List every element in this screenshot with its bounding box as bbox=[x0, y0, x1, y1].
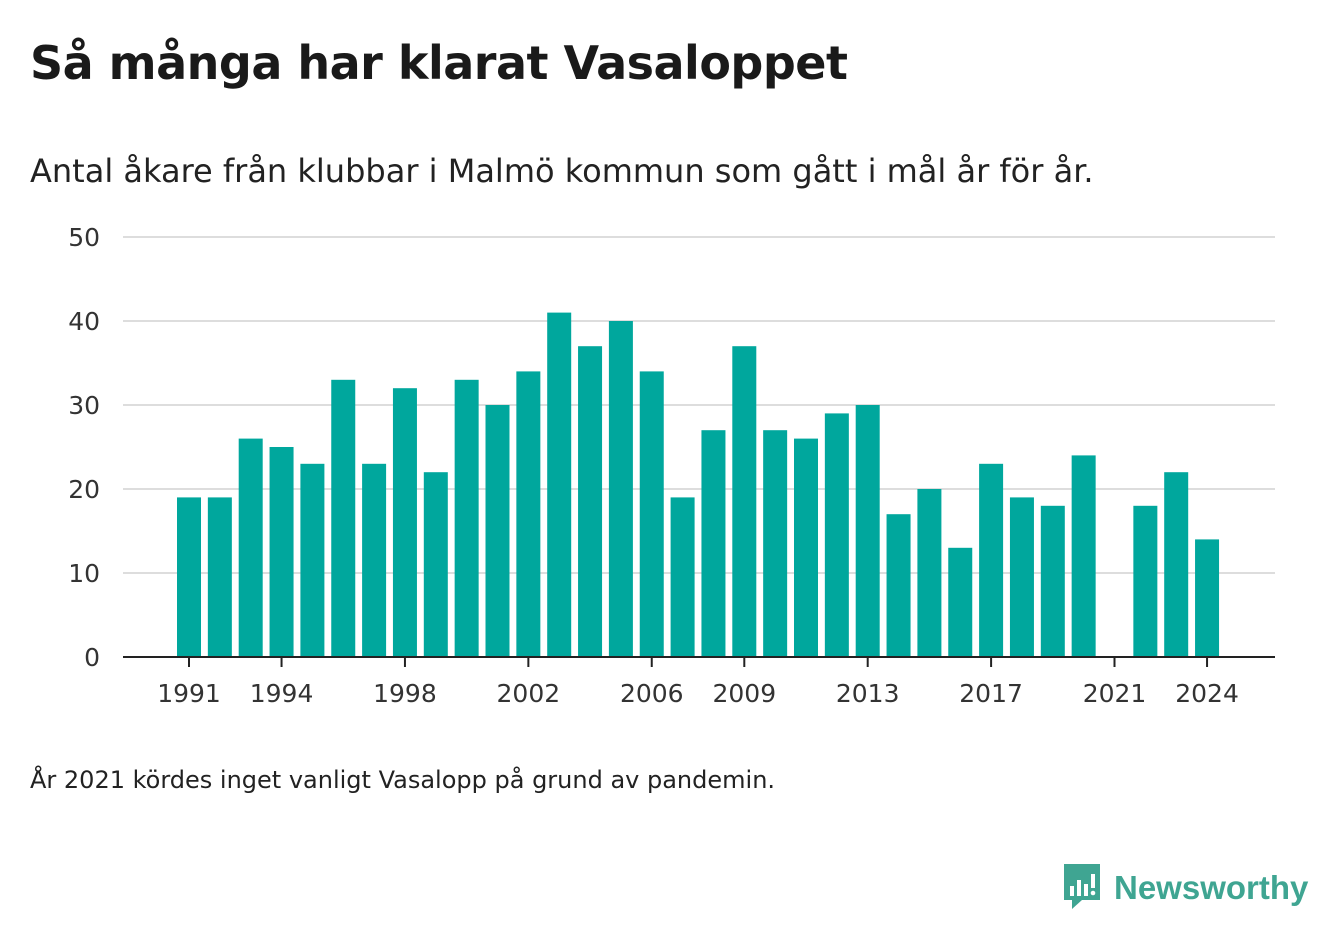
bar-1997 bbox=[362, 463, 387, 657]
chart-title: Så många har klarat Vasaloppet bbox=[30, 36, 848, 90]
bar-2024 bbox=[1195, 539, 1220, 657]
x-tick-label: 2021 bbox=[1083, 679, 1147, 708]
bar-2023 bbox=[1164, 472, 1189, 657]
bar-2022 bbox=[1133, 505, 1158, 657]
bar-2005 bbox=[608, 321, 633, 657]
bar-1995 bbox=[300, 463, 325, 657]
bar-2010 bbox=[763, 430, 788, 657]
x-tick-label: 1998 bbox=[373, 679, 437, 708]
y-tick-label: 30 bbox=[68, 391, 100, 420]
bar-1993 bbox=[238, 438, 263, 657]
bar-2013 bbox=[855, 405, 880, 657]
bar-2020 bbox=[1071, 455, 1096, 657]
bar-2008 bbox=[701, 430, 726, 657]
bar-2003 bbox=[547, 312, 572, 657]
chart-subtitle: Antal åkare från klubbar i Malmö kommun … bbox=[30, 152, 1094, 190]
y-tick-label: 50 bbox=[68, 223, 100, 252]
bar-1994 bbox=[269, 447, 294, 657]
bars bbox=[177, 312, 1220, 657]
bar-2001 bbox=[485, 405, 510, 657]
x-tick-label: 1994 bbox=[250, 679, 314, 708]
x-tick-label: 2017 bbox=[959, 679, 1023, 708]
bar-chart: 1991 1994 1998 2002 2006 2009 2013 2017 2021 2024… bbox=[68, 223, 1275, 708]
bar-2012 bbox=[824, 413, 849, 657]
brand-logo[interactable]: Newsworthy bbox=[1062, 862, 1308, 914]
bar-2002 bbox=[516, 371, 541, 657]
x-tick-label: 2006 bbox=[620, 679, 684, 708]
bar-2000 bbox=[454, 379, 479, 657]
bar-2018 bbox=[1009, 497, 1034, 657]
x-tick-label: 1991 bbox=[157, 679, 221, 708]
bar-1999 bbox=[423, 472, 448, 657]
bar-2019 bbox=[1040, 505, 1065, 657]
x-tick-label: 2009 bbox=[712, 679, 776, 708]
brand-name: Newsworthy bbox=[1114, 869, 1309, 906]
bar-2007 bbox=[670, 497, 695, 657]
newsworthy-logo-icon bbox=[1062, 862, 1102, 914]
bar-1996 bbox=[331, 379, 356, 657]
bar-2009 bbox=[732, 346, 757, 657]
y-tick-label: 40 bbox=[68, 307, 100, 336]
y-axis-ticks: 0 10 20 30 40 50 bbox=[68, 223, 100, 672]
gridlines bbox=[123, 236, 1275, 574]
y-tick-label: 0 bbox=[84, 643, 100, 672]
bar-2014 bbox=[886, 514, 911, 657]
x-tick-label: 2002 bbox=[497, 679, 561, 708]
bar-2004 bbox=[578, 346, 603, 657]
footnote: År 2021 kördes inget vanligt Vasalopp på… bbox=[30, 766, 776, 794]
bar-1992 bbox=[207, 497, 232, 657]
y-tick-label: 20 bbox=[68, 475, 100, 504]
bar-2011 bbox=[794, 438, 818, 657]
x-axis-ticks: 1991 1994 1998 2002 2006 2009 2013 2017 2021 2024 bbox=[157, 657, 1239, 708]
y-tick-label: 10 bbox=[68, 559, 100, 588]
bar-2016 bbox=[948, 547, 973, 657]
bar-2017 bbox=[979, 463, 1004, 657]
x-tick-label: 2013 bbox=[836, 679, 900, 708]
bar-1998 bbox=[392, 388, 417, 657]
bar-2006 bbox=[639, 371, 664, 657]
bar-2015 bbox=[917, 489, 942, 657]
x-tick-label: 2024 bbox=[1175, 679, 1239, 708]
bar-1991 bbox=[177, 497, 201, 657]
